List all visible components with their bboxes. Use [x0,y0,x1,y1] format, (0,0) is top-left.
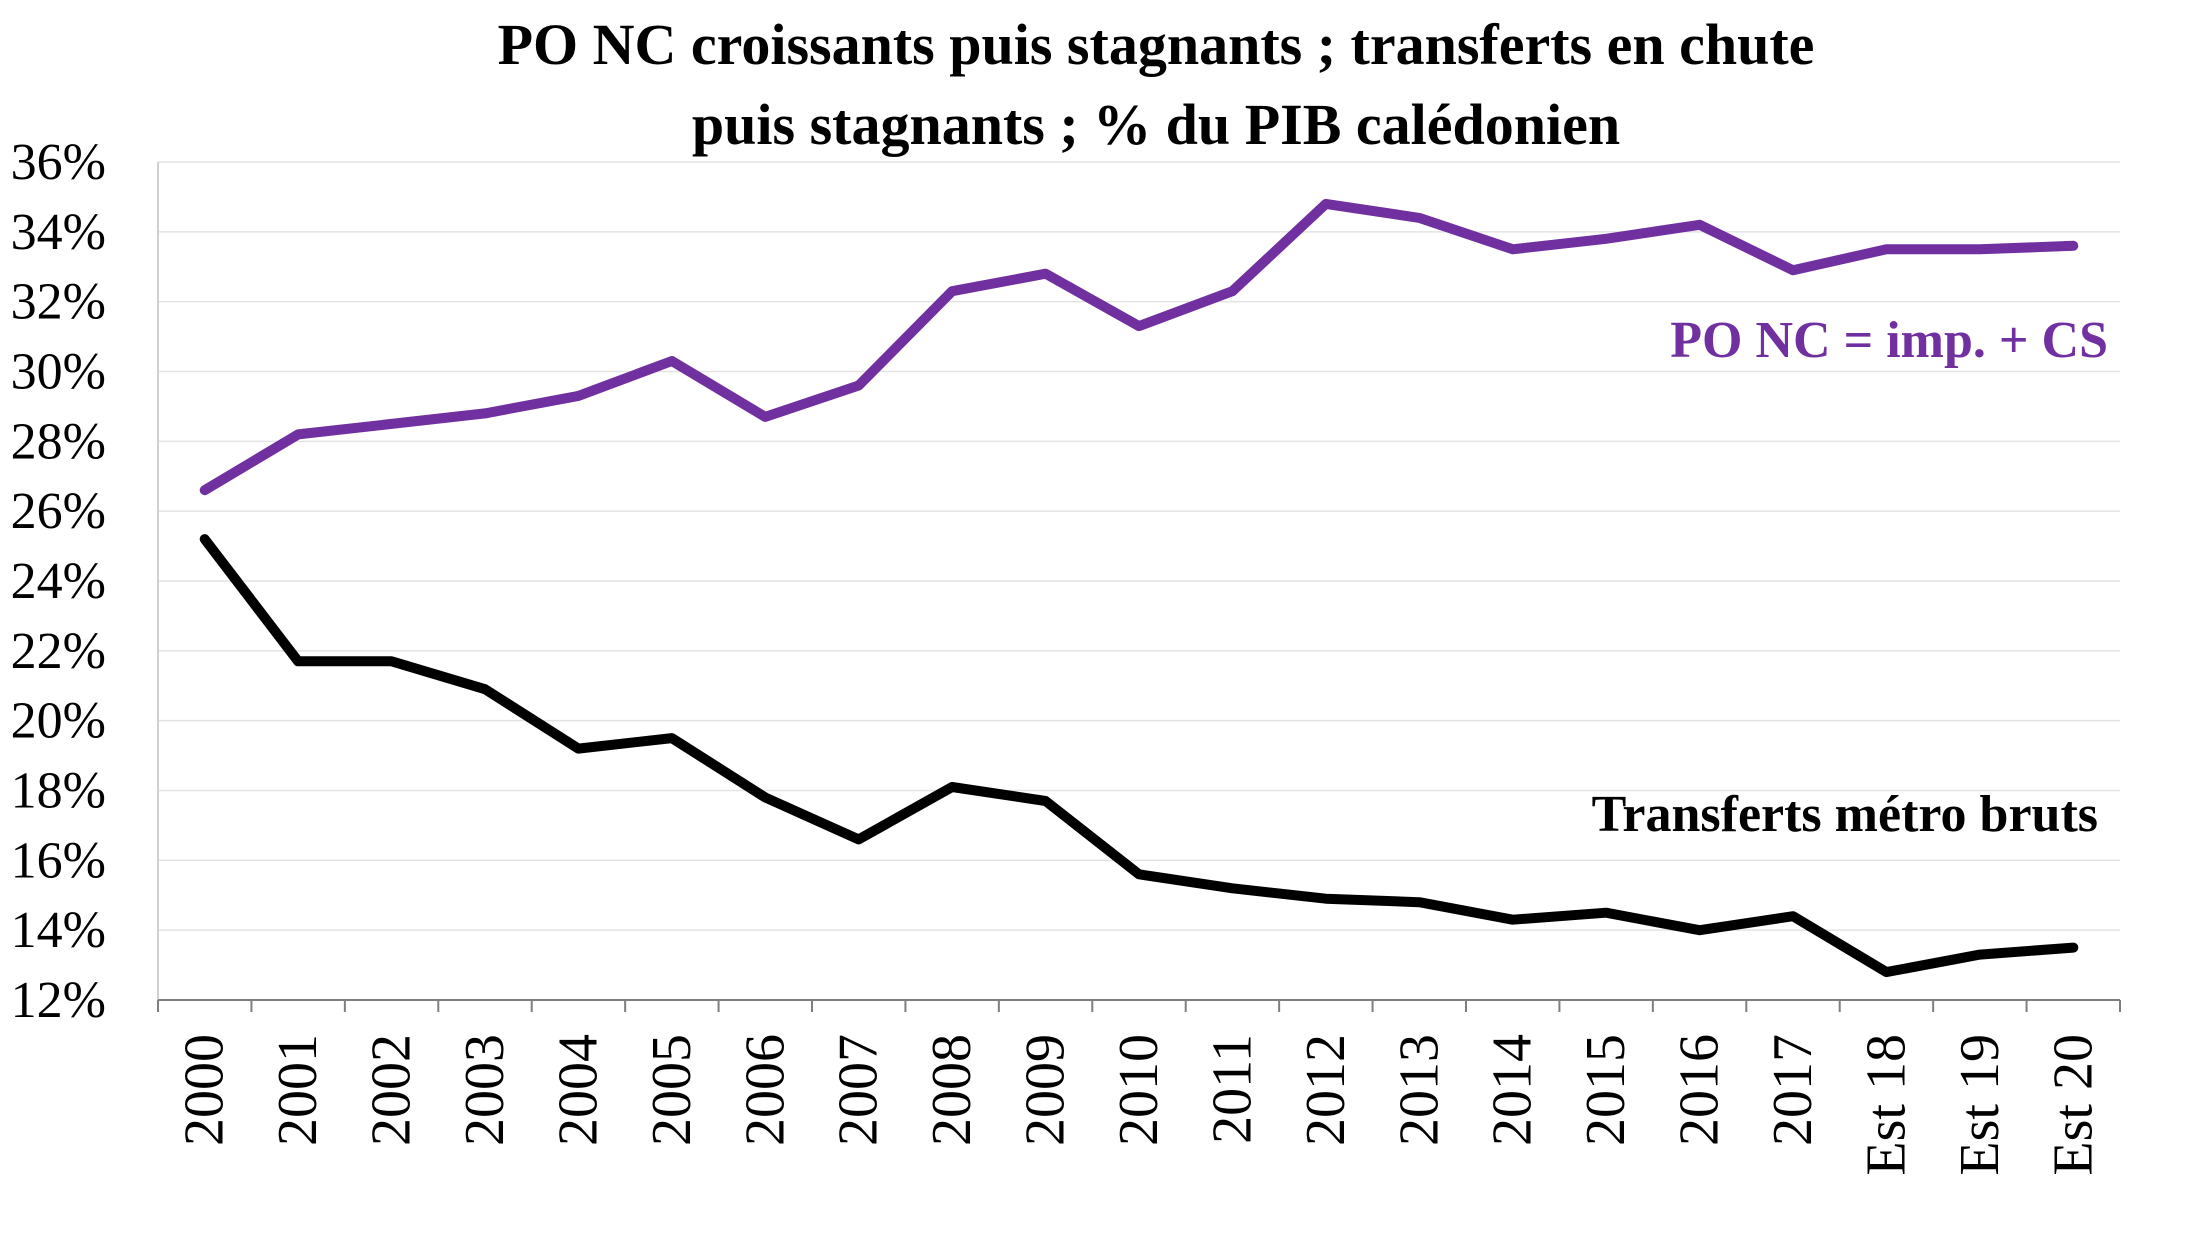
x-tick-label: 2016 [1669,1034,1731,1146]
series-line-po-nc [199,198,2079,496]
y-tick-label: 26% [11,483,106,540]
y-tick-label: 16% [11,832,106,889]
x-axis-tick-labels: 2000 2001 2002 2003 2004 2005 2006 2007 2008 2009… [174,1034,2105,1176]
y-tick-label: 18% [11,763,106,820]
y-tick-label: 20% [11,693,106,750]
chart-title-line-2: puis stagnants ; % du PIB calédonien [692,92,1620,157]
y-tick-label: 30% [11,344,106,401]
series-line-transferts [199,534,2079,978]
x-tick-label: 2003 [454,1034,516,1146]
x-tick-label: 2015 [1575,1034,1637,1146]
y-tick-label: 34% [11,204,106,261]
series-lines [199,198,2079,978]
x-tick-label: 2010 [1108,1034,1170,1146]
x-tick-label: 2000 [174,1034,236,1146]
x-tick-label: 2011 [1201,1034,1263,1144]
x-tick-label: 2006 [734,1034,796,1146]
x-tick-label: 2002 [361,1034,423,1146]
x-tick-label: 2012 [1295,1034,1357,1146]
x-tick-label: 2008 [921,1034,983,1146]
y-tick-label: 28% [11,413,106,470]
chart-title-line-1: PO NC croissants puis stagnants ; transf… [498,12,1815,77]
series-label-transferts: Transferts métro bruts [1592,786,2098,843]
y-tick-label: 32% [11,274,106,331]
x-tick-label: 2007 [828,1034,890,1146]
x-tick-label: Est 19 [1949,1034,2011,1176]
x-tick-label: Est 18 [1855,1034,1917,1176]
gridlines [158,161,2120,931]
x-tick-label: 2005 [641,1034,703,1146]
y-tick-label: 14% [11,902,106,959]
x-tick-label: 2014 [1482,1034,1544,1146]
y-axis-tick-labels: 12% 14% 16% 18% 20% 22% 24% 26% 28% 30% 32% 34% 36% [11,134,106,1029]
y-tick-label: 22% [11,623,106,680]
x-tick-label: 2009 [1015,1034,1077,1146]
axes [157,162,2121,1012]
y-tick-label: 24% [11,553,106,610]
y-tick-label: 12% [11,972,106,1029]
x-tick-label: 2017 [1762,1034,1824,1146]
y-tick-label: 36% [11,134,106,191]
x-tick-label: 2013 [1388,1034,1450,1146]
x-tick-label: Est 20 [2042,1034,2104,1176]
x-tick-label: 2001 [267,1034,329,1146]
series-label-po-nc: PO NC = imp. + CS [1670,312,2108,369]
x-tick-label: 2004 [547,1034,609,1146]
